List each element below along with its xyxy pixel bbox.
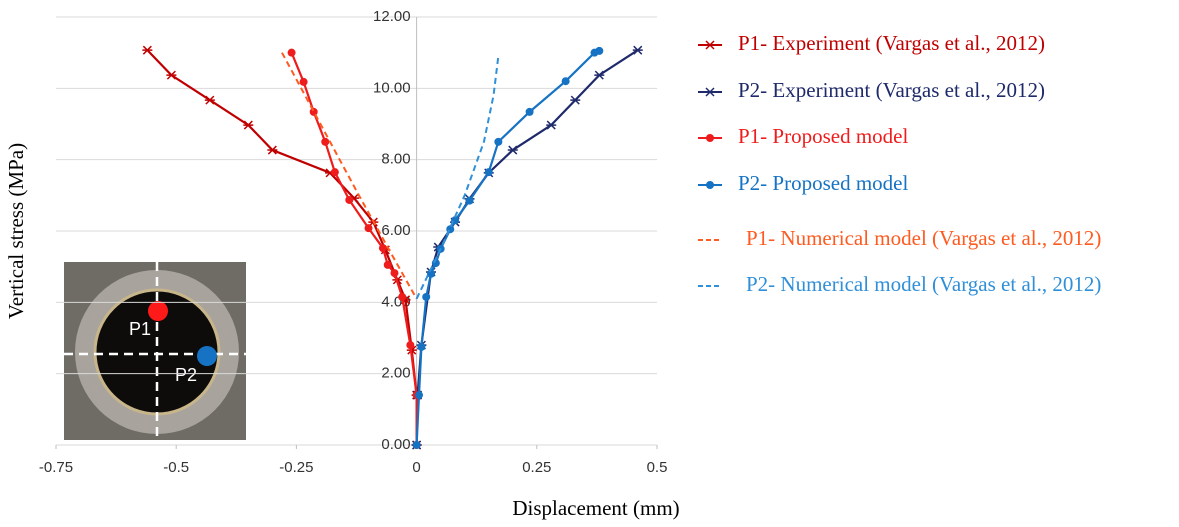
y-tick-label: 6.00 xyxy=(381,222,410,239)
point xyxy=(166,70,177,80)
point xyxy=(267,145,278,155)
y-tick-label: 12.00 xyxy=(373,8,411,25)
legend-label: P1- Proposed model xyxy=(738,124,908,148)
point xyxy=(705,40,715,50)
point xyxy=(406,341,415,350)
point xyxy=(705,87,715,97)
y-axis-title: Vertical stress (MPa) xyxy=(4,143,28,319)
point xyxy=(345,195,354,204)
x-tick-label: 0 xyxy=(412,459,420,476)
legend-label: P2- Proposed model xyxy=(738,171,908,195)
point xyxy=(507,145,518,155)
point xyxy=(706,134,714,142)
point xyxy=(484,168,493,177)
inset-photo: P1 P2 xyxy=(64,262,246,440)
point xyxy=(632,45,643,55)
point xyxy=(594,70,605,80)
point xyxy=(417,342,426,351)
point xyxy=(525,107,534,116)
point xyxy=(546,120,557,130)
point xyxy=(378,244,387,253)
point xyxy=(142,45,153,55)
point xyxy=(287,48,296,57)
point xyxy=(595,46,604,55)
point xyxy=(330,168,339,177)
point xyxy=(390,269,399,278)
x-tick-label: 0.25 xyxy=(522,459,551,476)
point xyxy=(427,269,436,278)
point xyxy=(321,137,330,146)
inset-label: P1 xyxy=(129,319,151,339)
legend-label: P1- Experiment (Vargas et al., 2012) xyxy=(738,31,1045,55)
x-tick-label: -0.5 xyxy=(163,459,189,476)
x-tick-label: -0.75 xyxy=(39,459,73,476)
point xyxy=(494,137,503,146)
inset-label: P2 xyxy=(175,365,197,385)
point xyxy=(570,95,581,105)
point xyxy=(204,95,215,105)
point xyxy=(561,77,570,86)
series-line xyxy=(281,52,418,300)
point xyxy=(412,441,421,449)
x-tick-label: -0.25 xyxy=(279,459,313,476)
point xyxy=(364,224,373,233)
y-tick-label: 2.00 xyxy=(381,365,410,382)
y-tick-label: 10.00 xyxy=(373,79,411,96)
legend-label: P2- Numerical model (Vargas et al., 2012… xyxy=(746,272,1101,296)
series-line xyxy=(415,56,500,300)
point xyxy=(398,292,407,301)
point xyxy=(415,391,424,400)
y-tick-label: 8.00 xyxy=(381,151,410,168)
point xyxy=(706,181,714,189)
point xyxy=(299,77,308,86)
inset-point xyxy=(197,346,217,366)
legend-label: P1- Numerical model (Vargas et al., 2012… xyxy=(746,226,1101,250)
y-tick-label: 0.00 xyxy=(381,436,410,453)
inset-point xyxy=(148,301,168,321)
point xyxy=(243,120,254,130)
point xyxy=(422,292,431,301)
point xyxy=(465,196,474,205)
point xyxy=(383,260,392,269)
legend-label: P2- Experiment (Vargas et al., 2012) xyxy=(738,78,1045,102)
series-line xyxy=(415,49,600,446)
x-tick-label: 0.5 xyxy=(647,459,668,476)
x-axis-title: Displacement (mm) xyxy=(512,496,679,520)
